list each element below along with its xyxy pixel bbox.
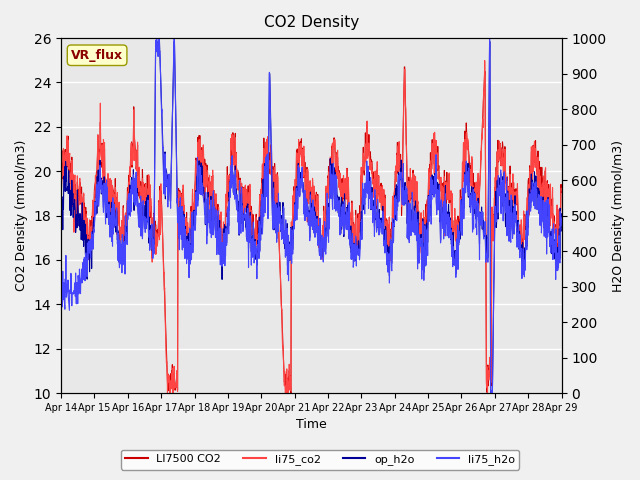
op_h2o — [225, 223, 232, 229]
li75_h2o — [225, 231, 232, 237]
op_h2o — [169, 100, 177, 106]
li75_co2 — [499, 146, 507, 152]
li75_h2o — [454, 233, 462, 239]
li75_h2o — [499, 177, 507, 183]
li75_h2o — [487, 390, 495, 396]
li75_h2o — [157, 68, 164, 74]
Line: op_h2o: op_h2o — [61, 40, 561, 393]
li75_co2 — [557, 188, 565, 193]
li75_co2 — [454, 237, 462, 243]
Line: li75_h2o: li75_h2o — [61, 38, 561, 393]
li75_co2 — [225, 194, 232, 200]
LI7500 CO2 — [168, 362, 176, 368]
LI7500 CO2 — [156, 225, 164, 230]
LI7500 CO2 — [557, 182, 565, 188]
li75_co2 — [481, 58, 488, 63]
op_h2o — [487, 390, 495, 396]
li75_h2o — [57, 296, 65, 301]
op_h2o — [557, 211, 565, 216]
li75_h2o — [557, 215, 565, 221]
li75_co2 — [389, 220, 397, 226]
li75_co2 — [57, 192, 65, 198]
Y-axis label: CO2 Density (mmol/m3): CO2 Density (mmol/m3) — [15, 140, 28, 291]
li75_h2o — [169, 101, 177, 107]
li75_h2o — [389, 222, 397, 228]
LI7500 CO2 — [169, 390, 177, 396]
Line: LI7500 CO2: LI7500 CO2 — [61, 67, 561, 393]
op_h2o — [389, 217, 397, 223]
op_h2o — [454, 228, 462, 234]
Title: CO2 Density: CO2 Density — [264, 15, 359, 30]
op_h2o — [499, 174, 507, 180]
LI7500 CO2 — [401, 64, 408, 70]
li75_co2 — [164, 390, 172, 396]
li75_co2 — [169, 382, 177, 388]
LI7500 CO2 — [389, 214, 397, 220]
LI7500 CO2 — [499, 143, 507, 148]
Text: VR_flux: VR_flux — [71, 49, 123, 62]
LI7500 CO2 — [455, 222, 463, 228]
Y-axis label: H2O Density (mmol/m3): H2O Density (mmol/m3) — [612, 140, 625, 292]
Legend: LI7500 CO2, li75_co2, op_h2o, li75_h2o: LI7500 CO2, li75_co2, op_h2o, li75_h2o — [121, 450, 519, 469]
li75_h2o — [153, 35, 161, 41]
LI7500 CO2 — [57, 185, 65, 191]
op_h2o — [57, 206, 65, 212]
op_h2o — [157, 71, 164, 76]
X-axis label: Time: Time — [296, 419, 326, 432]
op_h2o — [156, 37, 163, 43]
li75_co2 — [156, 232, 164, 238]
Line: li75_co2: li75_co2 — [61, 60, 561, 393]
LI7500 CO2 — [225, 198, 232, 204]
